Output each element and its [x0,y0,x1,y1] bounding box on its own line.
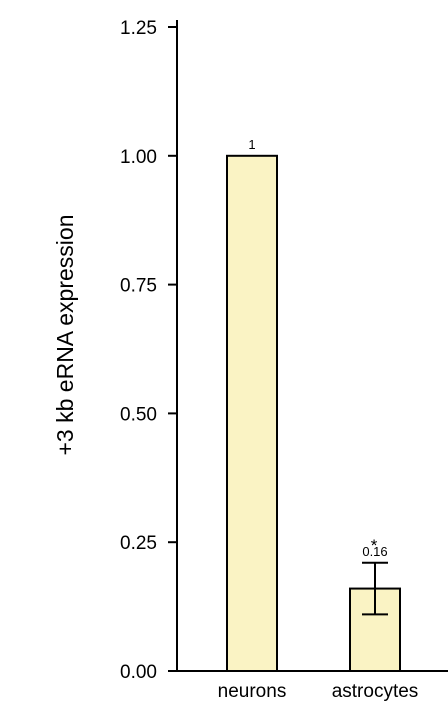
plot-area: 0.00 0.25 0.50 0.75 1.00 1.25 1 neurons 0.16* ast… [120,18,448,702]
y-tick-label: 0.50 [120,404,157,425]
data-label-neurons: 1 [248,137,255,152]
y-tick-label: 0.75 [120,276,157,297]
y-tick-label: 1.00 [120,147,157,168]
y-tick-label: 0.00 [120,662,157,683]
x-category-label: astrocytes [332,681,419,702]
y-tick-label: 0.25 [120,533,157,554]
significance-marker: * [371,536,378,555]
bar-neurons [226,154,278,673]
data-label-astrocytes: 0.16 [362,544,387,559]
y-tick-label: 1.25 [120,18,157,39]
y-axis-title: +3 kb eRNA expression [52,215,78,456]
x-category-label: neurons [218,681,287,702]
